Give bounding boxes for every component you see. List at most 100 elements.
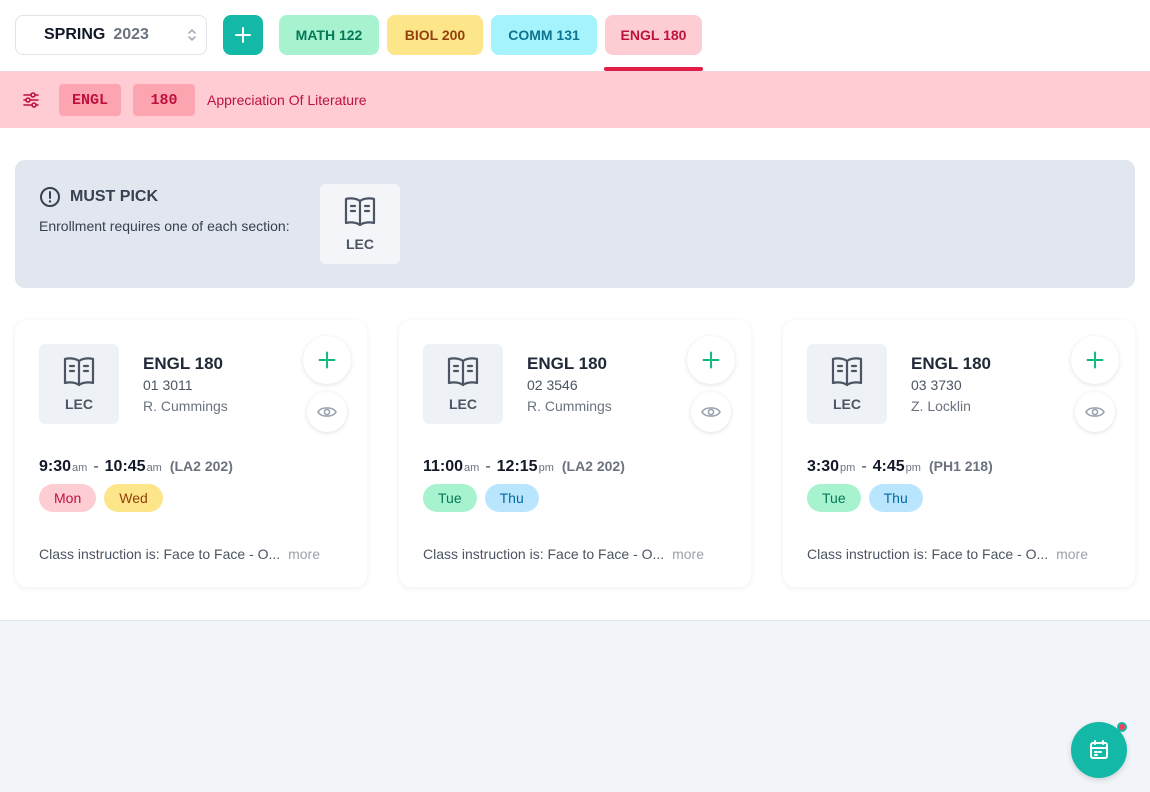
book-open-icon xyxy=(447,357,479,387)
start-ampm: am xyxy=(464,462,480,474)
section-type-label: LEC xyxy=(449,396,477,412)
term-season: SPRING xyxy=(44,26,106,43)
section-number: 02 3546 xyxy=(527,377,578,393)
view-section-button[interactable] xyxy=(307,392,347,432)
start-ampm: am xyxy=(72,462,88,474)
active-tab-indicator xyxy=(604,67,703,71)
plus-icon xyxy=(702,351,720,369)
end-ampm: am xyxy=(146,462,162,474)
section-course: ENGL 180 xyxy=(143,354,224,373)
start-time: 9:30 xyxy=(39,458,72,475)
must-pick-heading: MUST PICK xyxy=(39,186,158,208)
tab-biol-200[interactable]: BIOL 200 xyxy=(387,15,483,55)
section-time: 9:30 am - 10:45 am (LA2 202) xyxy=(39,458,233,476)
sections-panel: MUST PICK Enrollment requires one of eac… xyxy=(0,128,1150,621)
instruction-text: Class instruction is: Face to Face - O..… xyxy=(39,546,281,562)
eye-icon xyxy=(701,407,721,417)
plus-icon xyxy=(318,351,336,369)
section-course: ENGL 180 xyxy=(911,354,992,373)
day-badge: Mon xyxy=(39,484,97,512)
calendar-icon xyxy=(1090,740,1108,759)
end-time: 10:45 xyxy=(104,458,146,475)
view-section-button[interactable] xyxy=(1075,392,1115,432)
section-days: Mon Wed xyxy=(39,484,171,512)
section-room: (LA2 202) xyxy=(169,458,233,474)
section-time: 3:30 pm - 4:45 pm (PH1 218) xyxy=(807,458,993,476)
start-time: 11:00 xyxy=(423,458,464,475)
top-section: SPRING 2023 MATH 122 BIOL 200 COMM 131 E… xyxy=(0,0,1150,128)
eye-icon xyxy=(317,407,337,417)
must-pick-description: Enrollment requires one of each section: xyxy=(39,218,290,234)
section-days: Tue Thu xyxy=(423,484,547,512)
tab-math-122[interactable]: MATH 122 xyxy=(279,15,379,55)
tab-engl-180[interactable]: ENGL 180 xyxy=(605,15,702,55)
sliders-icon[interactable] xyxy=(22,91,40,109)
more-link[interactable]: more xyxy=(288,546,320,562)
time-separator: - xyxy=(93,458,99,475)
section-type-box: LEC xyxy=(39,344,119,424)
section-number: 01 3011 xyxy=(143,377,193,393)
end-time: 4:45 xyxy=(872,458,905,475)
course-header: ENGL 180 Appreciation Of Literature xyxy=(0,72,1150,128)
more-link[interactable]: more xyxy=(672,546,704,562)
must-pick-panel: MUST PICK Enrollment requires one of eac… xyxy=(15,160,1135,288)
instruction-note: Class instruction is: Face to Face - O..… xyxy=(423,546,704,562)
section-type-label: LEC xyxy=(833,396,861,412)
time-separator: - xyxy=(485,458,491,475)
plus-icon xyxy=(235,27,251,43)
course-tabs-bar: SPRING 2023 MATH 122 BIOL 200 COMM 131 E… xyxy=(0,0,1150,72)
exclamation-circle-icon xyxy=(40,187,60,207)
must-pick-label: MUST PICK xyxy=(70,188,158,205)
time-separator: - xyxy=(861,458,867,475)
instruction-text: Class instruction is: Face to Face - O..… xyxy=(807,546,1049,562)
section-instructor: R. Cummings xyxy=(527,398,612,414)
day-badge: Thu xyxy=(868,484,923,512)
plus-icon xyxy=(1086,351,1104,369)
section-card: LEC ENGL 180 03 3730 Z. Locklin 3:30 pm -… xyxy=(783,320,1135,587)
tab-comm-131[interactable]: COMM 131 xyxy=(491,15,597,55)
required-section-lec: LEC xyxy=(320,184,400,264)
section-type-label: LEC xyxy=(346,236,374,252)
view-section-button[interactable] xyxy=(691,392,731,432)
section-instructor: R. Cummings xyxy=(143,398,228,414)
eye-icon xyxy=(1085,407,1105,417)
more-link[interactable]: more xyxy=(1056,546,1088,562)
instruction-note: Class instruction is: Face to Face - O..… xyxy=(807,546,1088,562)
add-section-button[interactable] xyxy=(687,336,735,384)
section-type-box: LEC xyxy=(423,344,503,424)
section-number: 03 3730 xyxy=(911,377,962,393)
tab-label: COMM 131 xyxy=(508,27,580,43)
book-open-icon xyxy=(831,357,863,387)
term-select[interactable]: SPRING 2023 xyxy=(15,15,207,55)
term-year: 2023 xyxy=(113,26,149,43)
day-badge: Tue xyxy=(807,484,861,512)
instruction-note: Class instruction is: Face to Face - O..… xyxy=(39,546,320,562)
section-card: LEC ENGL 180 02 3546 R. Cummings 11:00 am… xyxy=(399,320,751,587)
section-room: (LA2 202) xyxy=(561,458,625,474)
day-badge: Wed xyxy=(104,484,163,512)
section-type-box: LEC xyxy=(807,344,887,424)
instruction-text: Class instruction is: Face to Face - O..… xyxy=(423,546,665,562)
end-ampm: pm xyxy=(538,462,554,474)
section-type-label: LEC xyxy=(65,396,93,412)
course-title: Appreciation Of Literature xyxy=(207,92,367,108)
tab-label: BIOL 200 xyxy=(404,27,466,43)
section-card: LEC ENGL 180 01 3011 R. Cummings 9:30 am … xyxy=(15,320,367,587)
tab-label: MATH 122 xyxy=(295,27,363,43)
chevron-up-down-icon xyxy=(188,29,196,41)
course-number-chip: 180 xyxy=(133,84,195,116)
add-section-button[interactable] xyxy=(303,336,351,384)
day-badge: Thu xyxy=(484,484,539,512)
calendar-button[interactable] xyxy=(1071,722,1127,778)
add-section-button[interactable] xyxy=(1071,336,1119,384)
start-time: 3:30 xyxy=(807,458,840,475)
add-course-button[interactable] xyxy=(223,15,263,55)
start-ampm: pm xyxy=(840,462,856,474)
section-days: Tue Thu xyxy=(807,484,931,512)
book-open-icon xyxy=(63,357,95,387)
day-badge: Tue xyxy=(423,484,477,512)
section-course: ENGL 180 xyxy=(527,354,608,373)
section-room: (PH1 218) xyxy=(928,458,993,474)
course-subject-chip: ENGL xyxy=(59,84,121,116)
tab-label: ENGL 180 xyxy=(620,27,687,43)
